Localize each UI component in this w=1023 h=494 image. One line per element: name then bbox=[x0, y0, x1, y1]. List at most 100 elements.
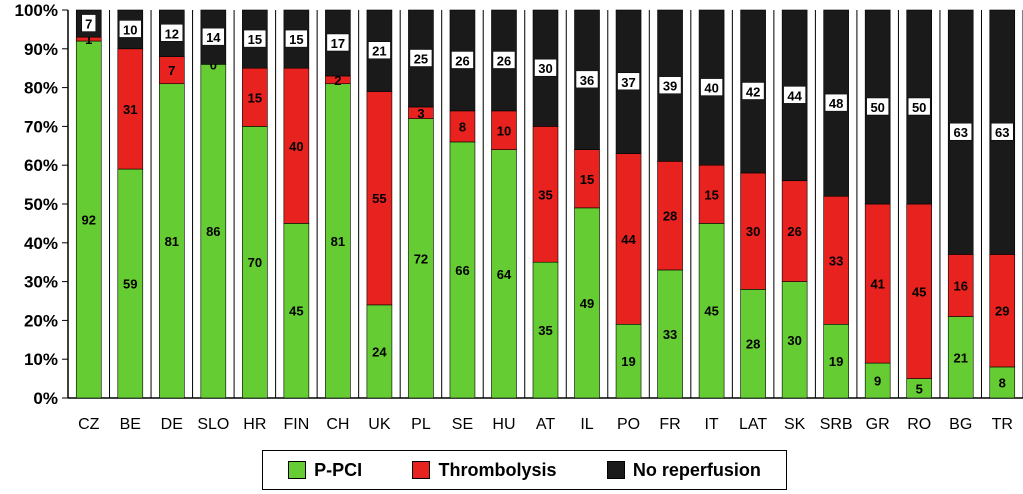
bar-thrombolysis-po bbox=[615, 153, 642, 325]
data-label-thrombolysis-bg: 16 bbox=[953, 278, 967, 293]
data-label-thrombolysis-po: 44 bbox=[621, 232, 636, 247]
bar-thrombolysis-il bbox=[574, 149, 600, 209]
y-tick-label: 40% bbox=[24, 234, 58, 253]
data-label-p-pci-slo: 86 bbox=[206, 224, 220, 239]
data-label-box-gr bbox=[866, 97, 889, 116]
data-label-thrombolysis-se: 8 bbox=[459, 119, 466, 134]
bar-thrombolysis-ro bbox=[906, 203, 932, 379]
data-label-p-pci-de: 81 bbox=[165, 234, 179, 249]
legend-label-thrombolysis: Thrombolysis bbox=[438, 459, 557, 480]
data-label-no-reperfusion-hu: 26 bbox=[497, 53, 511, 68]
data-label-box-ro bbox=[907, 97, 931, 116]
data-label-p-pci-lat: 28 bbox=[746, 337, 760, 352]
x-tick-label: LAT bbox=[739, 416, 767, 433]
data-label-box-il bbox=[575, 70, 599, 89]
x-tick-label: GR bbox=[866, 416, 890, 433]
data-label-p-pci-fin: 45 bbox=[289, 304, 303, 319]
data-label-no-reperfusion-uk: 21 bbox=[372, 44, 386, 59]
data-label-box-se bbox=[451, 51, 474, 69]
data-label-p-pci-hu: 64 bbox=[497, 267, 512, 282]
bar-thrombolysis-at bbox=[532, 126, 559, 263]
data-label-thrombolysis-slo: 0 bbox=[210, 57, 217, 72]
data-label-p-pci-it: 45 bbox=[704, 304, 718, 319]
bar-p-pci-bg bbox=[947, 316, 974, 399]
data-label-no-reperfusion-pl: 25 bbox=[414, 52, 428, 67]
data-label-no-reperfusion-lat: 42 bbox=[746, 84, 760, 99]
data-label-box-tr bbox=[990, 122, 1014, 141]
x-tick-label: SK bbox=[784, 416, 806, 433]
x-tick-label: CZ bbox=[78, 416, 100, 433]
bar-thrombolysis-se bbox=[449, 110, 476, 143]
data-label-no-reperfusion-cz: 7 bbox=[85, 17, 92, 32]
data-label-p-pci-se: 66 bbox=[455, 263, 469, 278]
data-label-p-pci-ro: 5 bbox=[916, 381, 923, 396]
legend-item-thrombolysis: Thrombolysis bbox=[412, 459, 557, 481]
data-label-thrombolysis-cz: 1 bbox=[85, 32, 92, 47]
data-label-thrombolysis-uk: 55 bbox=[372, 191, 386, 206]
x-tick-label: PL bbox=[411, 416, 431, 433]
y-tick-label: 50% bbox=[24, 195, 58, 214]
data-label-no-reperfusion-srb: 48 bbox=[829, 96, 843, 111]
legend-label-no-reperfusion: No reperfusion bbox=[632, 459, 761, 480]
y-tick-label: 80% bbox=[24, 79, 58, 98]
data-label-thrombolysis-lat: 30 bbox=[746, 224, 760, 239]
bar-p-pci-cz bbox=[75, 40, 102, 399]
data-label-thrombolysis-be: 31 bbox=[123, 102, 137, 117]
x-tick-label: FR bbox=[659, 416, 680, 433]
data-label-thrombolysis-ro: 45 bbox=[912, 284, 926, 299]
y-tick-label: 100% bbox=[15, 1, 58, 20]
bar-thrombolysis-gr bbox=[864, 203, 891, 364]
data-label-box-be bbox=[119, 20, 142, 38]
bar-thrombolysis-hr bbox=[242, 67, 268, 127]
data-label-thrombolysis-it: 15 bbox=[704, 187, 718, 202]
data-label-thrombolysis-pl: 3 bbox=[417, 106, 424, 121]
data-label-box-slo bbox=[202, 27, 225, 46]
data-label-box-cz bbox=[81, 14, 97, 32]
y-tick-label: 70% bbox=[24, 117, 58, 136]
data-label-p-pci-pl: 72 bbox=[414, 251, 428, 266]
data-label-p-pci-cz: 92 bbox=[82, 213, 96, 228]
x-tick-label: BE bbox=[120, 416, 141, 433]
data-label-thrombolysis-il: 15 bbox=[580, 172, 594, 187]
bar-p-pci-sk bbox=[781, 281, 808, 399]
bar-p-pci-gr bbox=[864, 362, 891, 399]
data-label-no-reperfusion-be: 10 bbox=[123, 22, 137, 37]
bar-p-pci-ch bbox=[325, 83, 351, 399]
data-label-box-pl bbox=[409, 49, 433, 67]
bar-p-pci-pl bbox=[408, 118, 434, 399]
bar-thrombolysis-srb bbox=[823, 195, 849, 325]
data-label-p-pci-hr: 70 bbox=[248, 255, 262, 270]
data-label-box-po bbox=[617, 72, 640, 91]
data-label-thrombolysis-hr: 15 bbox=[248, 90, 262, 105]
data-label-no-reperfusion-ro: 50 bbox=[912, 100, 926, 115]
data-label-thrombolysis-tr: 29 bbox=[995, 304, 1009, 319]
data-label-box-it bbox=[700, 78, 723, 96]
data-label-box-ch bbox=[326, 33, 350, 52]
x-tick-label: HR bbox=[243, 416, 266, 433]
data-label-box-lat bbox=[741, 82, 765, 100]
bar-thrombolysis-uk bbox=[366, 91, 393, 306]
data-label-no-reperfusion-at: 30 bbox=[538, 61, 552, 76]
x-tick-label: FIN bbox=[283, 416, 309, 433]
x-tick-label: AT bbox=[536, 416, 555, 433]
legend-swatch-thrombolysis bbox=[412, 461, 431, 479]
data-label-box-hr bbox=[243, 29, 267, 48]
data-label-box-at bbox=[534, 58, 557, 77]
data-label-p-pci-sk: 30 bbox=[787, 333, 801, 348]
data-label-no-reperfusion-it: 40 bbox=[704, 81, 718, 96]
data-label-p-pci-gr: 9 bbox=[874, 374, 881, 389]
data-label-p-pci-il: 49 bbox=[580, 296, 594, 311]
data-label-no-reperfusion-gr: 50 bbox=[870, 100, 884, 115]
x-tick-label: IT bbox=[704, 416, 718, 433]
y-tick-label: 60% bbox=[24, 156, 58, 175]
data-label-no-reperfusion-de: 12 bbox=[165, 26, 179, 41]
data-label-no-reperfusion-slo: 14 bbox=[206, 30, 221, 45]
data-label-p-pci-uk: 24 bbox=[372, 344, 387, 359]
stacked-bar-chart: 0%10%20%30%40%50%60%70%80%90%100%9217CZ5… bbox=[15, 1, 1023, 433]
bar-p-pci-de bbox=[159, 83, 185, 399]
bar-thrombolysis-hu bbox=[491, 110, 517, 150]
x-tick-label: SRB bbox=[820, 416, 853, 433]
x-tick-label: SLO bbox=[197, 416, 229, 433]
data-label-p-pci-srb: 19 bbox=[829, 354, 843, 369]
y-tick-label: 0% bbox=[33, 389, 58, 408]
